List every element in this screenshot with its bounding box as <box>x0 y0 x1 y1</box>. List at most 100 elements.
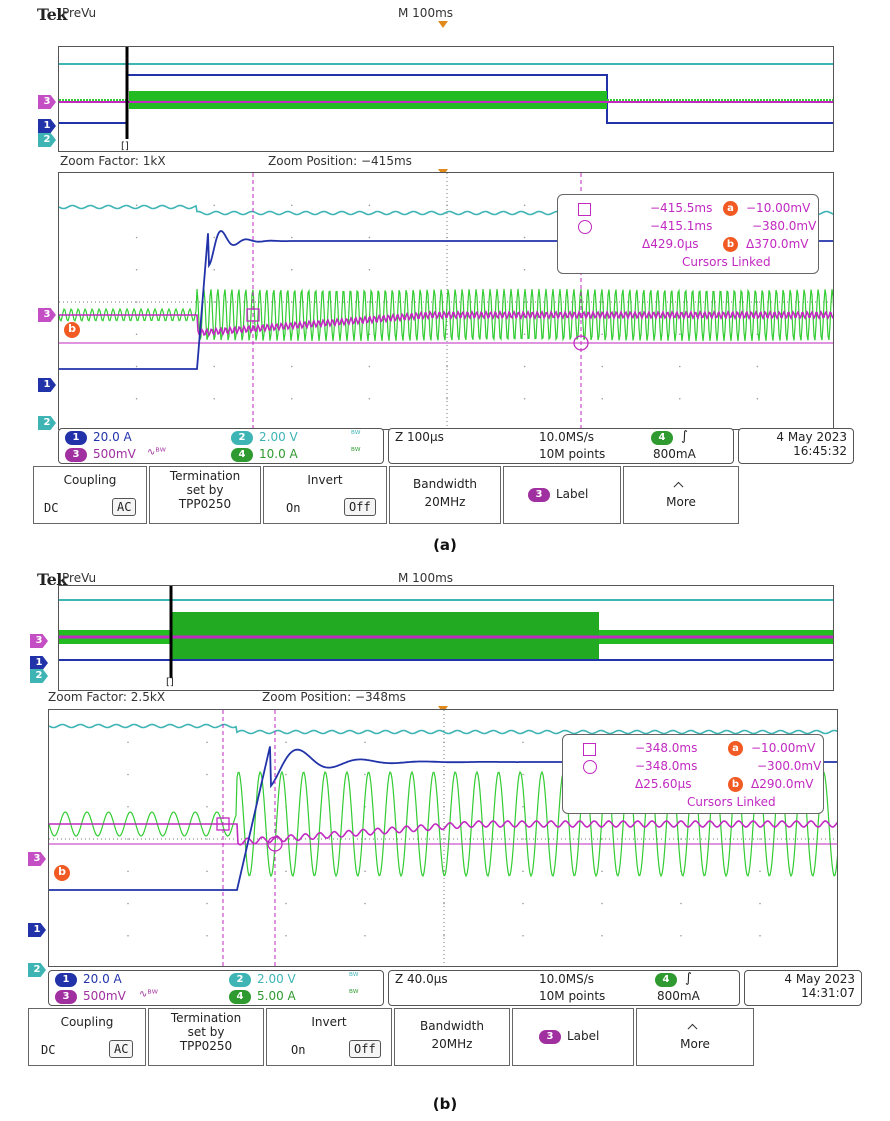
ch2-chip: 2 <box>229 973 251 987</box>
coupling-menu[interactable]: Coupling DC AC <box>33 466 147 524</box>
prevu-label: PreVu <box>62 6 97 20</box>
ch1-scale: 20.0 A <box>93 430 132 444</box>
ch3-marker[interactable]: 3 <box>28 852 46 866</box>
ch3-scale: 500mV <box>83 989 126 1003</box>
overview-window[interactable] <box>58 585 834 691</box>
ch3-scale: 500mV <box>93 447 136 461</box>
prevu-label: PreVu <box>62 571 97 585</box>
invert-menu[interactable]: Invert On Off <box>263 466 387 524</box>
label-menu[interactable]: 3 Label <box>512 1008 634 1066</box>
cursor-b-badge: b <box>723 237 738 252</box>
cursor1-time: −348.0ms <box>635 741 698 755</box>
coupling-dc-option[interactable]: DC <box>41 1043 56 1057</box>
caption-a: (a) <box>433 536 457 554</box>
timebase-label: M 100ms <box>398 6 454 20</box>
cursors-linked-label: Cursors Linked <box>687 795 776 809</box>
delta-value: Δ370.0mV <box>746 237 809 251</box>
termination-menu[interactable]: Termination set by TPP0250 <box>149 466 261 524</box>
channel-settings[interactable]: 1 20.0 A 2 2.00 V ᴮᵂ 3 500mV ∿ᴮᵂ 4 10.0 … <box>58 428 384 464</box>
tek-logo: Tek <box>37 5 67 24</box>
zoom-factor: Zoom Factor: 2.5kX <box>48 690 166 704</box>
ch2-overview-marker[interactable]: 2 <box>30 669 48 683</box>
cursor-a-badge: a <box>728 741 743 756</box>
coupling-dc-option[interactable]: DC <box>44 501 59 515</box>
coupling-ac-option[interactable]: AC <box>112 498 137 516</box>
ch2-marker[interactable]: 2 <box>38 416 56 430</box>
acquisition-settings[interactable]: Z 100µs 10.0MS/s 10M points 4 ∫ 800mA <box>388 428 734 464</box>
date-time: 4 May 2023 16:45:32 <box>738 428 854 464</box>
ch1-marker[interactable]: 1 <box>28 923 46 937</box>
ch3-label-chip: 3 <box>539 1030 561 1044</box>
ch3-marker[interactable]: 3 <box>38 308 56 322</box>
cursor2-value: −380.0mV <box>752 219 817 233</box>
invert-menu[interactable]: Invert On Off <box>266 1008 392 1066</box>
trigger-source-chip: 4 <box>655 973 677 987</box>
ch2-marker[interactable]: 2 <box>28 963 46 977</box>
circle-cursor-icon <box>583 760 597 774</box>
timebase-label: M 100ms <box>398 571 454 585</box>
bandwidth-value: 20MHz <box>424 495 466 509</box>
overview-window[interactable] <box>58 46 834 152</box>
zoom-bracket: [] <box>121 141 129 152</box>
date: 4 May 2023 <box>776 430 847 444</box>
rising-edge-icon: ∫ <box>681 429 688 444</box>
ch1-chip: 1 <box>65 431 87 445</box>
more-menu[interactable]: More <box>636 1008 754 1066</box>
ch1-marker[interactable]: 1 <box>38 378 56 392</box>
ch3-overview-marker[interactable]: 3 <box>30 634 48 648</box>
square-cursor-icon <box>583 743 596 756</box>
zoom-bracket: [] <box>166 677 174 688</box>
bandwidth-menu[interactable]: Bandwidth 20MHz <box>389 466 501 524</box>
overview-traces <box>59 586 833 678</box>
sample-rate: 10.0MS/s <box>539 430 594 444</box>
delta-value: Δ290.0mV <box>751 777 814 791</box>
ch3-trace <box>49 820 837 846</box>
ch2-scale: 2.00 V <box>257 972 296 986</box>
cursor2-value: −300.0mV <box>757 759 822 773</box>
cursor1-value: −10.00mV <box>746 201 811 215</box>
rising-edge-icon: ∫ <box>685 971 692 986</box>
ch3-chip: 3 <box>65 448 87 462</box>
cursors-linked-label: Cursors Linked <box>682 255 771 269</box>
channel-settings[interactable]: 1 20.0 A 2 2.00 V ᴮᵂ 3 500mV ∿ᴮᵂ 4 5.00 … <box>48 970 384 1006</box>
label-button-text: Label <box>556 487 589 501</box>
invert-on-option[interactable]: On <box>291 1043 306 1057</box>
ch4-scale: 5.00 A <box>257 989 296 1003</box>
ch2-scale: 2.00 V <box>259 430 298 444</box>
time: 14:31:07 <box>801 986 855 1000</box>
coupling-menu[interactable]: Coupling DC AC <box>28 1008 146 1066</box>
delta-time: Δ25.60µs <box>635 777 692 791</box>
more-menu[interactable]: More <box>623 466 739 524</box>
ch2-chip: 2 <box>231 431 253 445</box>
invert-on-option[interactable]: On <box>286 501 301 515</box>
square-cursor-icon <box>578 203 591 216</box>
ch2-overview-marker[interactable]: 2 <box>38 133 56 147</box>
sample-rate: 10.0MS/s <box>539 972 594 986</box>
cursor2-time: −415.1ms <box>650 219 713 233</box>
label-menu[interactable]: 3 Label <box>503 466 621 524</box>
ch4-trace <box>59 288 833 342</box>
termination-menu[interactable]: Termination set by TPP0250 <box>148 1008 264 1066</box>
trigger-position-marker <box>438 21 448 28</box>
cursor-b-marker[interactable]: b <box>54 865 70 881</box>
invert-off-option[interactable]: Off <box>344 498 376 516</box>
coupling-ac-option[interactable]: AC <box>109 1040 134 1058</box>
caret-up-icon <box>673 481 684 492</box>
ch1-overview-marker[interactable]: 1 <box>30 656 48 670</box>
cursor-b-marker[interactable]: b <box>64 322 80 338</box>
bw-limit-icon: ᴮᵂ <box>349 972 359 982</box>
ch3-overview-marker[interactable]: 3 <box>38 95 56 109</box>
cursor1-time: −415.5ms <box>650 201 713 215</box>
cursor-b-badge: b <box>728 777 743 792</box>
ch1-overview-marker[interactable]: 1 <box>38 119 56 133</box>
caret-up-icon <box>687 1023 698 1034</box>
ch3-label-chip: 3 <box>528 488 550 502</box>
ac-coupling-icon: ∿ᴮᵂ <box>147 447 166 458</box>
bandwidth-label: Bandwidth <box>420 1019 484 1033</box>
bandwidth-menu[interactable]: Bandwidth 20MHz <box>394 1008 510 1066</box>
invert-off-option[interactable]: Off <box>349 1040 381 1058</box>
tek-logo: Tek <box>37 570 67 589</box>
waveform-traces <box>49 710 837 966</box>
bandwidth-label: Bandwidth <box>413 477 477 491</box>
acquisition-settings[interactable]: Z 40.0µs 10.0MS/s 10M points 4 ∫ 800mA <box>388 970 740 1006</box>
